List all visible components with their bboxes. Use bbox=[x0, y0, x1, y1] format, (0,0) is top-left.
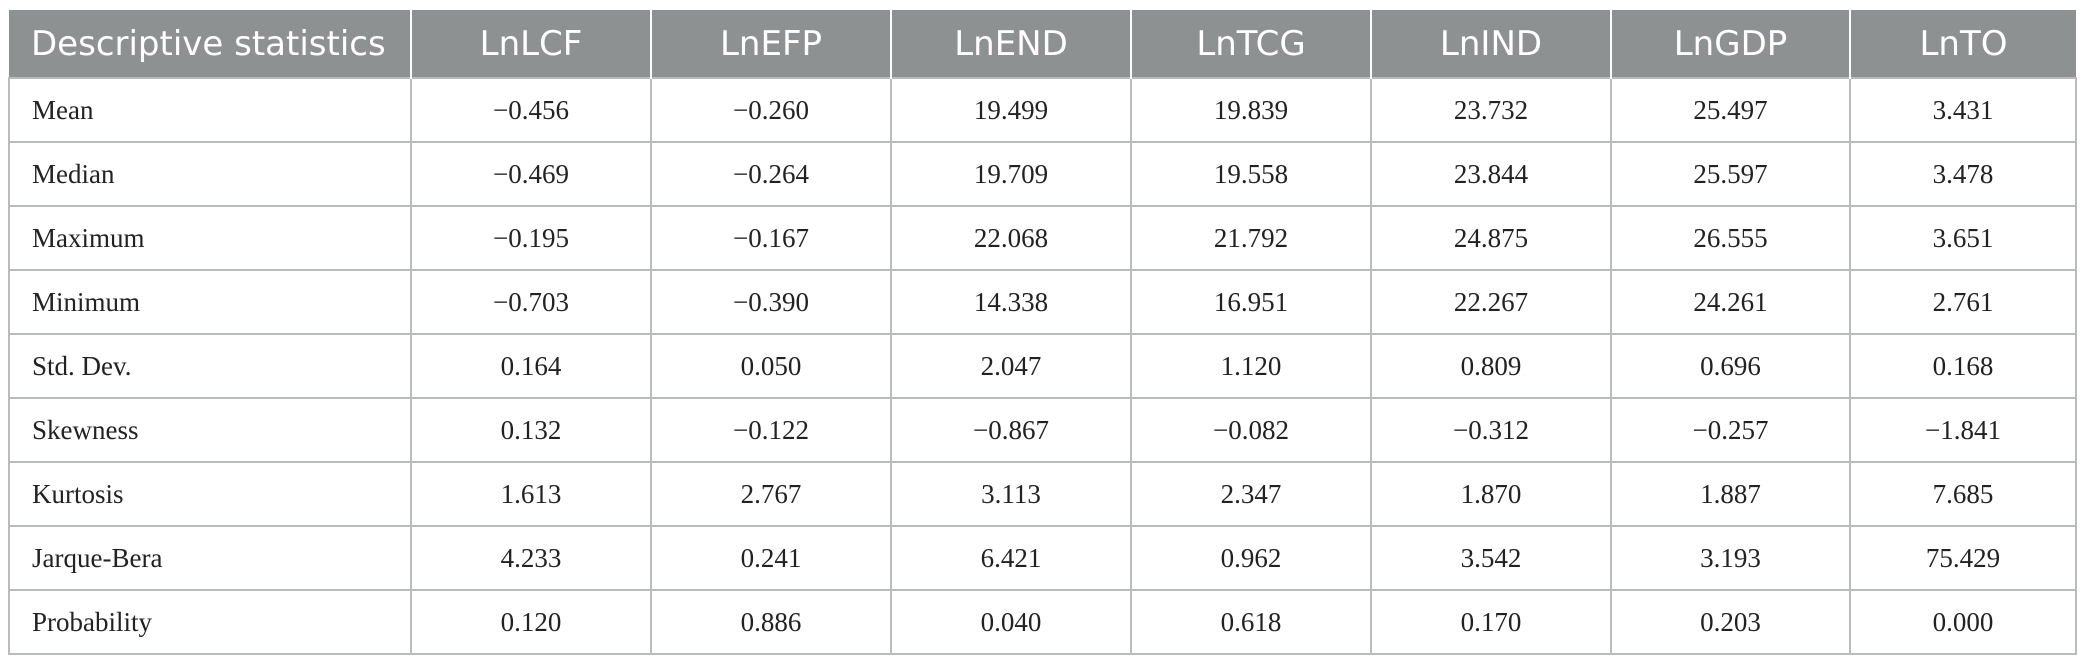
table-cell: 0.170 bbox=[1370, 589, 1612, 655]
header-lnto: LnTO bbox=[1849, 10, 2076, 78]
table-cell: 1.870 bbox=[1370, 461, 1612, 527]
table-cell: −0.867 bbox=[890, 397, 1132, 463]
table-header: Descriptive statistics LnLCF LnEFP LnEND… bbox=[9, 10, 2076, 78]
header-lnefp: LnEFP bbox=[650, 10, 891, 78]
header-lnlcf: LnLCF bbox=[410, 10, 651, 78]
row-label: Probability bbox=[8, 589, 412, 655]
table-cell: 3.113 bbox=[890, 461, 1132, 527]
table-cell: −0.260 bbox=[650, 77, 892, 143]
table-cell: −0.167 bbox=[650, 205, 892, 271]
header-lnend: LnEND bbox=[890, 10, 1131, 78]
table-cell: 0.000 bbox=[1849, 589, 2077, 655]
table-cell: 26.555 bbox=[1610, 205, 1851, 271]
table-cell: −0.312 bbox=[1370, 397, 1612, 463]
table-cell: 23.844 bbox=[1370, 141, 1612, 207]
table-row: Kurtosis 1.613 2.767 3.113 2.347 1.870 1.887 7.… bbox=[8, 461, 2077, 527]
table-cell: 16.951 bbox=[1130, 269, 1372, 335]
table-row: Probability 0.120 0.886 0.040 0.618 0.170 0.20… bbox=[8, 589, 2077, 655]
table-cell: −0.390 bbox=[650, 269, 892, 335]
table-cell: 0.696 bbox=[1610, 333, 1851, 399]
table-cell: 6.421 bbox=[890, 525, 1132, 591]
table-cell: 75.429 bbox=[1849, 525, 2077, 591]
row-label: Kurtosis bbox=[8, 461, 412, 527]
table-cell: 0.050 bbox=[650, 333, 892, 399]
table-cell: 21.792 bbox=[1130, 205, 1372, 271]
table-cell: 1.887 bbox=[1610, 461, 1851, 527]
table-row: Median −0.469 −0.264 19.709 19.558 23.844 25.5… bbox=[8, 141, 2077, 207]
table-row: Std. Dev. 0.164 0.050 2.047 1.120 0.809 0.696 0… bbox=[8, 333, 2077, 399]
descriptive-statistics-table: Descriptive statistics LnLCF LnEFP LnEND… bbox=[8, 10, 2077, 655]
table-cell: −1.841 bbox=[1849, 397, 2077, 463]
table-cell: 19.709 bbox=[890, 141, 1132, 207]
table-cell: −0.122 bbox=[650, 397, 892, 463]
table-cell: 3.478 bbox=[1849, 141, 2077, 207]
descriptive-statistics-table-container: Descriptive statistics LnLCF LnEFP LnEND… bbox=[8, 10, 2077, 655]
row-label: Mean bbox=[8, 77, 412, 143]
row-label: Maximum bbox=[8, 205, 412, 271]
table-cell: 23.732 bbox=[1370, 77, 1612, 143]
table-cell: 0.886 bbox=[650, 589, 892, 655]
table-cell: 2.047 bbox=[890, 333, 1132, 399]
table-cell: 1.120 bbox=[1130, 333, 1372, 399]
table-cell: 0.168 bbox=[1849, 333, 2077, 399]
table-cell: 0.203 bbox=[1610, 589, 1851, 655]
table-cell: −0.082 bbox=[1130, 397, 1372, 463]
table-row: Skewness 0.132 −0.122 −0.867 −0.082 −0.312 −0.… bbox=[8, 397, 2077, 463]
table-cell: 24.261 bbox=[1610, 269, 1851, 335]
table-cell: 19.558 bbox=[1130, 141, 1372, 207]
table-cell: 7.685 bbox=[1849, 461, 2077, 527]
table-cell: 0.962 bbox=[1130, 525, 1372, 591]
table-row: Mean −0.456 −0.260 19.499 19.839 23.732 25.497… bbox=[8, 77, 2077, 143]
table-cell: 3.651 bbox=[1849, 205, 2077, 271]
table-cell: 0.164 bbox=[410, 333, 652, 399]
table-cell: 14.338 bbox=[890, 269, 1132, 335]
table-cell: 22.068 bbox=[890, 205, 1132, 271]
table-cell: −0.264 bbox=[650, 141, 892, 207]
row-label: Std. Dev. bbox=[8, 333, 412, 399]
table-cell: 3.431 bbox=[1849, 77, 2077, 143]
row-label: Minimum bbox=[8, 269, 412, 335]
header-row: Descriptive statistics LnLCF LnEFP LnEND… bbox=[9, 10, 2076, 78]
table-cell: 22.267 bbox=[1370, 269, 1612, 335]
table-cell: 1.613 bbox=[410, 461, 652, 527]
table-cell: 2.347 bbox=[1130, 461, 1372, 527]
table-cell: 0.120 bbox=[410, 589, 652, 655]
table-cell: 3.542 bbox=[1370, 525, 1612, 591]
row-label: Median bbox=[8, 141, 412, 207]
table-row: Minimum −0.703 −0.390 14.338 16.951 22.267 24.… bbox=[8, 269, 2077, 335]
table-cell: 24.875 bbox=[1370, 205, 1612, 271]
table-cell: 4.233 bbox=[410, 525, 652, 591]
table-cell: 25.497 bbox=[1610, 77, 1851, 143]
header-lngdp: LnGDP bbox=[1610, 10, 1850, 78]
table-cell: 0.241 bbox=[650, 525, 892, 591]
table-cell: 0.809 bbox=[1370, 333, 1612, 399]
table-row: Jarque-Bera 4.233 0.241 6.421 0.962 3.542 3.19… bbox=[8, 525, 2077, 591]
header-lntcg: LnTCG bbox=[1130, 10, 1371, 78]
row-label: Jarque-Bera bbox=[8, 525, 412, 591]
row-label: Skewness bbox=[8, 397, 412, 463]
table-cell: 19.839 bbox=[1130, 77, 1372, 143]
table-cell: 2.761 bbox=[1849, 269, 2077, 335]
table-cell: −0.195 bbox=[410, 205, 652, 271]
table-cell: 19.499 bbox=[890, 77, 1132, 143]
table-cell: 3.193 bbox=[1610, 525, 1851, 591]
table-row: Maximum −0.195 −0.167 22.068 21.792 24.875 26.… bbox=[8, 205, 2077, 271]
table-cell: 0.618 bbox=[1130, 589, 1372, 655]
table-cell: 25.597 bbox=[1610, 141, 1851, 207]
table-cell: −0.469 bbox=[410, 141, 652, 207]
table-cell: 2.767 bbox=[650, 461, 892, 527]
table-cell: 0.132 bbox=[410, 397, 652, 463]
table-body: Mean −0.456 −0.260 19.499 19.839 23.732 25.497… bbox=[8, 77, 2077, 655]
table-cell: −0.456 bbox=[410, 77, 652, 143]
table-cell: −0.257 bbox=[1610, 397, 1851, 463]
table-cell: 0.040 bbox=[890, 589, 1132, 655]
table-cell: −0.703 bbox=[410, 269, 652, 335]
header-descriptive-statistics: Descriptive statistics bbox=[9, 10, 411, 78]
header-lnind: LnIND bbox=[1370, 10, 1611, 78]
